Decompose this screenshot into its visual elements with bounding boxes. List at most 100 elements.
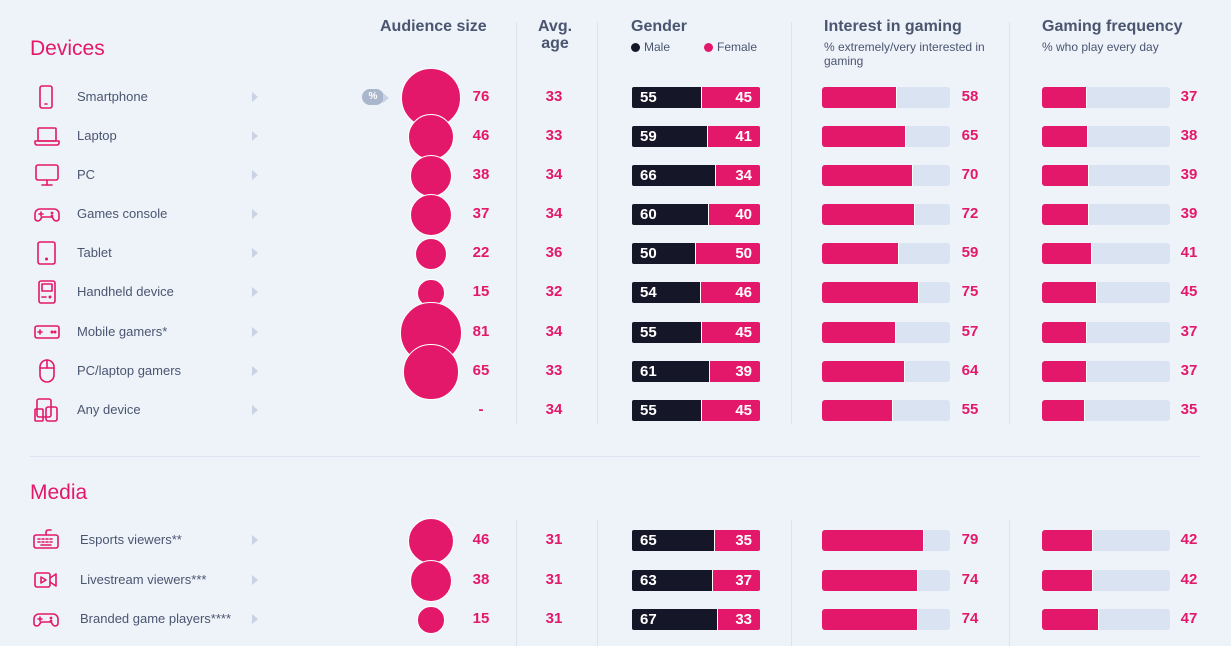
expand-arrow-icon[interactable] [252, 327, 258, 337]
row-label: Any device [77, 402, 141, 417]
female-segment: 37 [712, 570, 760, 591]
frequency-bar [1042, 165, 1170, 186]
interest-bar [822, 126, 950, 147]
expand-arrow-icon[interactable] [252, 535, 258, 545]
audience-value: 46 [472, 531, 490, 548]
frequency-fill [1042, 165, 1090, 186]
expand-arrow-icon[interactable] [252, 131, 258, 141]
frequency-fill [1042, 570, 1093, 591]
interest-bar [822, 322, 950, 343]
female-segment: 46 [701, 282, 760, 303]
frequency-subheader: % who play every day [1042, 40, 1159, 54]
interest-fill [822, 126, 907, 147]
legend-male: Male [631, 40, 670, 54]
frequency-bar [1042, 126, 1170, 147]
audience-value: 46 [472, 127, 490, 144]
expand-arrow-icon[interactable] [252, 209, 258, 219]
gender-bar: 65 35 [632, 530, 760, 551]
interest-subheader: % extremely/very interested in gaming [824, 40, 985, 68]
row-label: PC [77, 167, 96, 182]
interest-bar [822, 282, 950, 303]
percent-toggle-button[interactable]: % [362, 89, 384, 105]
row-label: Branded game players**** [80, 611, 232, 626]
frequency-value: 37 [1180, 362, 1198, 379]
expand-arrow-icon[interactable] [252, 614, 258, 624]
section-divider [30, 456, 1200, 457]
interest-value: 58 [961, 88, 979, 105]
female-segment: 40 [708, 204, 760, 225]
monitor-icon [35, 164, 59, 186]
expand-arrow-icon[interactable] [252, 287, 258, 297]
interest-value: 74 [961, 610, 979, 627]
male-segment: 65 [632, 530, 716, 551]
frequency-fill [1042, 204, 1090, 225]
male-segment: 59 [632, 126, 708, 147]
laptop-icon [34, 127, 60, 146]
gender-header: Gender [631, 18, 688, 35]
interest-value: 55 [961, 401, 979, 418]
audience-value: 38 [472, 571, 490, 588]
interest-value: 70 [961, 166, 979, 183]
audience-value: - [478, 401, 484, 418]
mouse-icon [39, 359, 55, 383]
expand-arrow-icon[interactable] [252, 248, 258, 258]
avg-age-value: 34 [545, 323, 563, 340]
expand-arrow-icon[interactable] [252, 575, 258, 585]
frequency-fill [1042, 282, 1097, 303]
interest-fill [822, 322, 896, 343]
female-segment: 45 [702, 87, 760, 108]
gender-bar: 67 33 [632, 609, 760, 630]
expand-arrow-icon[interactable] [252, 405, 258, 415]
gender-bar: 66 34 [632, 165, 760, 186]
audience-size-header: Audience size [380, 18, 487, 35]
male-segment: 66 [632, 165, 717, 186]
interest-bar [822, 400, 950, 421]
frequency-bar [1042, 243, 1170, 264]
frequency-bar [1042, 204, 1170, 225]
interest-bar [822, 204, 950, 225]
male-segment: 55 [632, 400, 703, 421]
expand-arrow-icon[interactable] [252, 366, 258, 376]
audience-bubble [407, 113, 455, 161]
interest-value: 72 [961, 205, 979, 222]
gamepad-icon [33, 613, 59, 627]
interest-value: 59 [961, 244, 979, 261]
female-segment: 45 [702, 322, 760, 343]
audience-value: 38 [472, 166, 490, 183]
interest-bar [822, 361, 950, 382]
keyboard-icon [33, 529, 59, 549]
interest-value: 65 [961, 127, 979, 144]
frequency-value: 38 [1180, 127, 1198, 144]
section-title: Devices [30, 37, 105, 60]
frequency-bar [1042, 87, 1170, 108]
gender-bar: 61 39 [632, 361, 760, 382]
interest-value: 75 [961, 283, 979, 300]
gender-bar: 63 37 [632, 570, 760, 591]
female-dot-icon [704, 43, 713, 52]
frequency-value: 42 [1180, 531, 1198, 548]
female-segment: 33 [717, 609, 760, 630]
interest-fill [822, 243, 899, 264]
avg-age-value: 32 [545, 283, 563, 300]
avg-age-value: 34 [545, 401, 563, 418]
male-segment: 61 [632, 361, 711, 382]
expand-arrow-icon[interactable] [252, 170, 258, 180]
male-dot-icon [631, 43, 640, 52]
expand-arrow-icon[interactable] [252, 92, 258, 102]
interest-fill [822, 400, 894, 421]
frequency-bar [1042, 282, 1170, 303]
frequency-value: 47 [1180, 610, 1198, 627]
frequency-value: 35 [1180, 401, 1198, 418]
frequency-fill [1042, 87, 1088, 108]
frequency-bar [1042, 530, 1170, 551]
row-label: Mobile gamers* [77, 324, 168, 339]
audience-value: 15 [472, 610, 490, 627]
female-segment: 35 [715, 530, 760, 551]
male-segment: 55 [632, 87, 703, 108]
handheld-icon [38, 280, 56, 304]
male-segment: 60 [632, 204, 709, 225]
audience-value: 22 [472, 244, 490, 261]
gender-bar: 50 50 [632, 243, 760, 264]
interest-value: 74 [961, 571, 979, 588]
audience-value: 76 [472, 88, 490, 105]
